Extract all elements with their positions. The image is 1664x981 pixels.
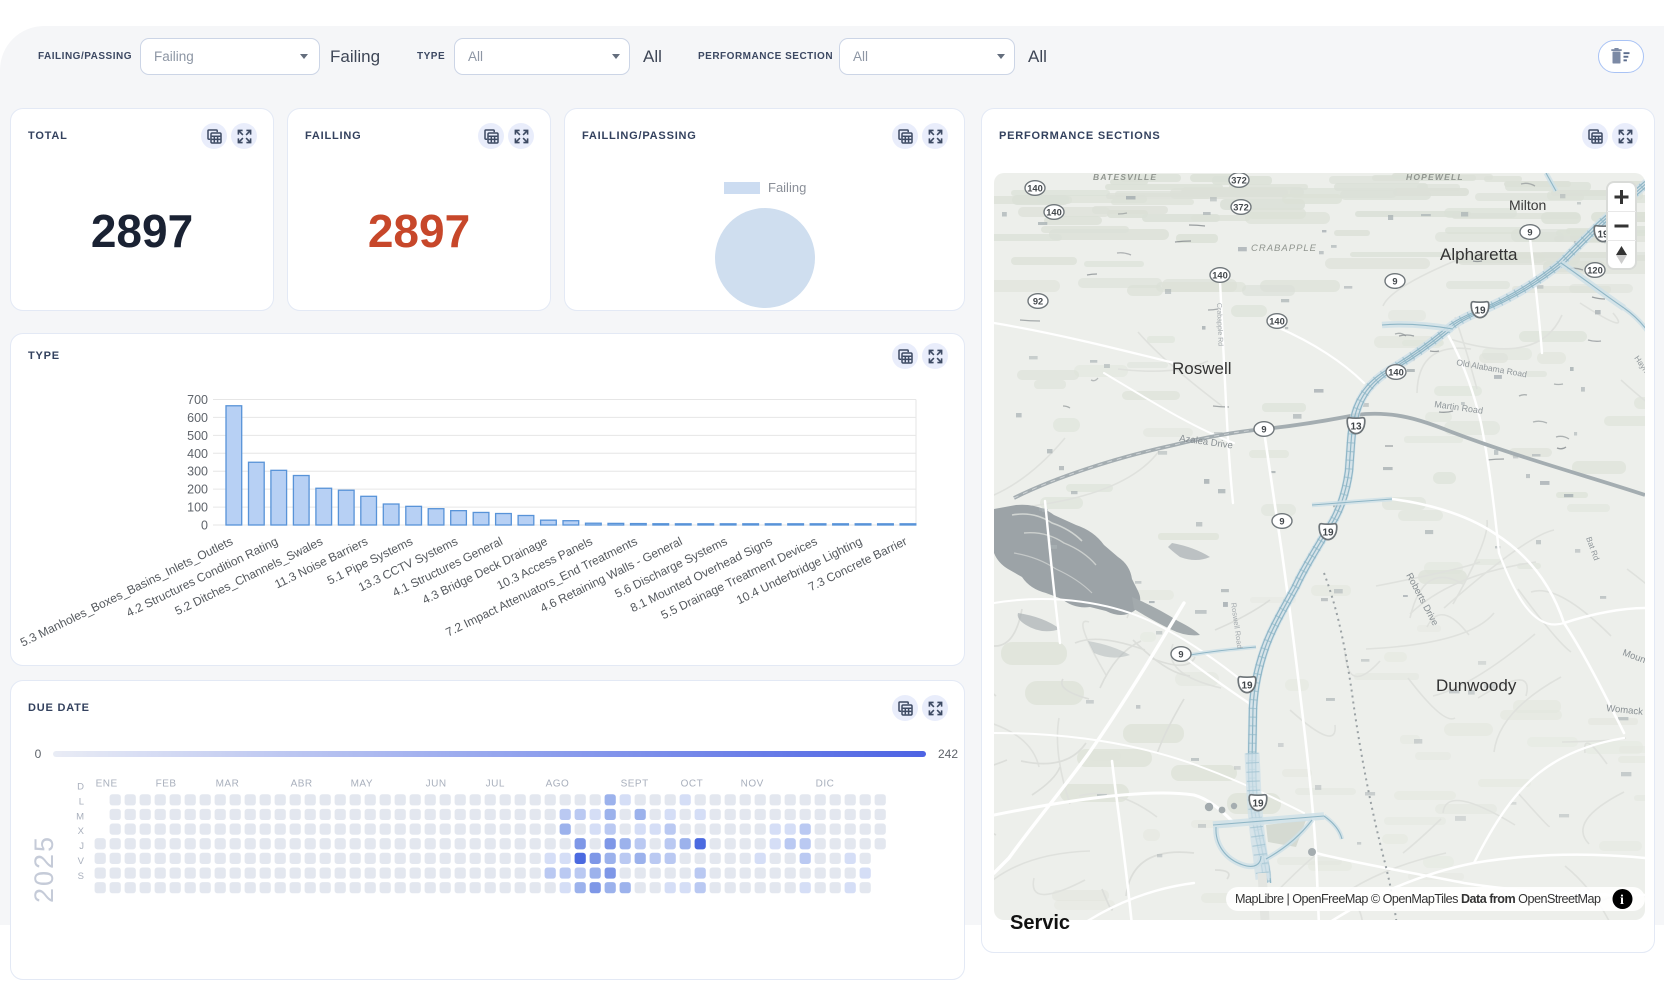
svg-text:CRABAPPLE: CRABAPPLE bbox=[1251, 243, 1317, 254]
svg-text:19: 19 bbox=[1474, 305, 1486, 316]
svg-text:HOPEWELL: HOPEWELL bbox=[1406, 173, 1464, 182]
svg-text:Roswell: Roswell bbox=[1172, 359, 1232, 378]
svg-text:9: 9 bbox=[1261, 424, 1266, 434]
svg-text:MAR: MAR bbox=[216, 779, 240, 790]
svg-text:140: 140 bbox=[1027, 183, 1043, 193]
svg-text:M: M bbox=[76, 811, 84, 822]
svg-text:500: 500 bbox=[187, 429, 208, 443]
svg-text:X: X bbox=[78, 826, 85, 837]
svg-text:Crabapple Rd: Crabapple Rd bbox=[1215, 303, 1224, 347]
svg-text:FEB: FEB bbox=[156, 779, 177, 790]
svg-text:OCT: OCT bbox=[681, 779, 704, 790]
svg-text:140: 140 bbox=[1269, 316, 1285, 326]
svg-text:19: 19 bbox=[1241, 680, 1253, 691]
svg-text:L: L bbox=[79, 796, 84, 807]
svg-text:0: 0 bbox=[35, 747, 42, 761]
svg-text:DIC: DIC bbox=[816, 779, 835, 790]
svg-text:92: 92 bbox=[1033, 296, 1043, 306]
svg-text:AGO: AGO bbox=[546, 779, 570, 790]
svg-text:400: 400 bbox=[187, 447, 208, 461]
svg-text:J: J bbox=[79, 841, 84, 852]
svg-text:D: D bbox=[77, 782, 84, 793]
svg-text:2025: 2025 bbox=[29, 835, 59, 903]
svg-text:Alpharetta: Alpharetta bbox=[1440, 245, 1518, 264]
svg-text:13: 13 bbox=[1350, 421, 1362, 432]
svg-text:9: 9 bbox=[1279, 516, 1284, 526]
svg-text:ENE: ENE bbox=[96, 779, 118, 790]
svg-text:140: 140 bbox=[1388, 367, 1404, 377]
svg-text:700: 700 bbox=[187, 393, 208, 407]
svg-text:372: 372 bbox=[1233, 202, 1249, 212]
svg-text:JUN: JUN bbox=[426, 779, 447, 790]
svg-text:NOV: NOV bbox=[741, 779, 764, 790]
svg-text:19: 19 bbox=[1252, 798, 1264, 809]
svg-text:ABR: ABR bbox=[291, 779, 313, 790]
svg-text:9: 9 bbox=[1392, 276, 1397, 286]
svg-text:19: 19 bbox=[1322, 527, 1334, 538]
svg-text:600: 600 bbox=[187, 411, 208, 425]
svg-text:200: 200 bbox=[187, 483, 208, 497]
svg-text:Milton: Milton bbox=[1509, 197, 1546, 213]
svg-text:0: 0 bbox=[201, 519, 208, 533]
svg-text:140: 140 bbox=[1212, 270, 1228, 280]
svg-text:19: 19 bbox=[1597, 229, 1609, 240]
svg-text:S: S bbox=[78, 871, 84, 882]
svg-text:100: 100 bbox=[187, 501, 208, 515]
svg-text:9: 9 bbox=[1178, 649, 1183, 659]
svg-text:JUL: JUL bbox=[486, 779, 505, 790]
svg-text:BATESVILLE: BATESVILLE bbox=[1093, 173, 1157, 182]
svg-text:V: V bbox=[78, 856, 85, 867]
svg-text:SEPT: SEPT bbox=[621, 779, 649, 790]
svg-text:i: i bbox=[1620, 893, 1624, 908]
svg-text:MapLibre | OpenFreeMap © OpenM: MapLibre | OpenFreeMap © OpenMapTiles Da… bbox=[1235, 892, 1601, 906]
svg-text:242: 242 bbox=[938, 747, 958, 761]
svg-text:372: 372 bbox=[1231, 175, 1247, 185]
svg-text:120: 120 bbox=[1587, 265, 1603, 275]
svg-text:9: 9 bbox=[1527, 227, 1532, 237]
svg-text:Dunwoody: Dunwoody bbox=[1436, 676, 1517, 695]
svg-text:300: 300 bbox=[187, 465, 208, 479]
svg-text:140: 140 bbox=[1046, 207, 1062, 217]
svg-text:MAY: MAY bbox=[351, 779, 373, 790]
